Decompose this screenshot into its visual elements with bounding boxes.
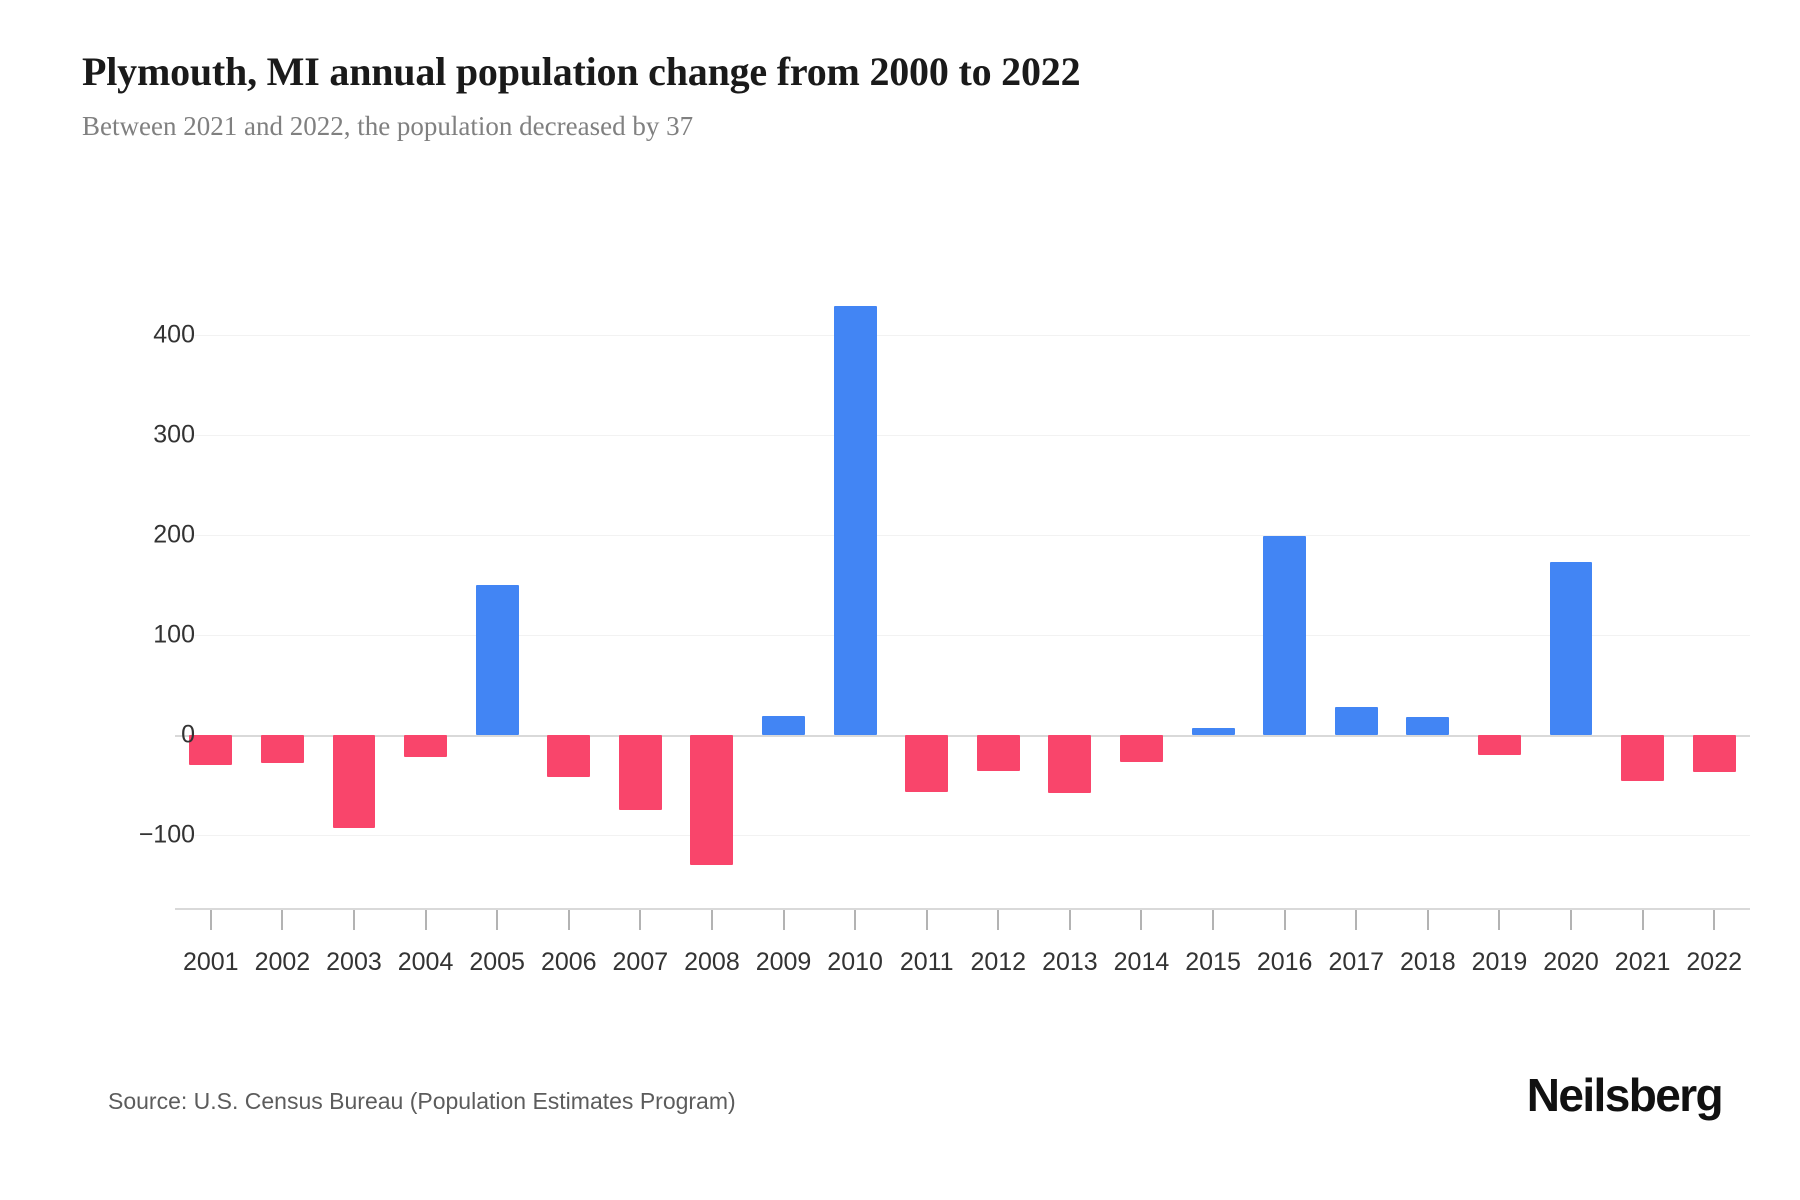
- brand-logo: Neilsberg: [1526, 1069, 1724, 1121]
- x-axis-tick-label-2002: 2002: [254, 948, 311, 976]
- x-axis-tick-label-2021: 2021: [1614, 948, 1671, 976]
- chart-subtitle: Between 2021 and 2022, the population de…: [82, 111, 694, 141]
- bar-2004[interactable]: [404, 735, 448, 757]
- chart-header: Plymouth, MI annual population change fr…: [82, 48, 1722, 144]
- bar-2011[interactable]: [905, 735, 949, 792]
- y-axis-tick-label: 0: [181, 720, 195, 749]
- x-axis-tick-label-2001: 2001: [182, 948, 239, 976]
- zero-baseline: [175, 735, 1750, 737]
- x-axis-tick-mark: [209, 910, 212, 930]
- x-axis-tick-label-2006: 2006: [540, 948, 597, 976]
- bar-2003[interactable]: [332, 735, 376, 828]
- bar-2019[interactable]: [1477, 735, 1521, 755]
- bar-2015[interactable]: [1191, 728, 1235, 735]
- x-axis-tick-label-2009: 2009: [755, 948, 812, 976]
- x-axis-tick-mark: [639, 910, 642, 930]
- x-axis-tick-mark: [1355, 910, 1358, 930]
- x-axis-tick-label-2018: 2018: [1400, 948, 1456, 976]
- x-axis-tick-mark: [281, 910, 284, 930]
- gridline: [175, 535, 1750, 536]
- x-axis-tick-mark: [1140, 910, 1143, 930]
- x-axis-tick-label-2022: 2022: [1686, 948, 1743, 976]
- bar-2001[interactable]: [189, 735, 233, 765]
- x-axis-tick-mark: [1641, 910, 1644, 930]
- x-axis-tick-label-2020: 2020: [1543, 948, 1599, 976]
- bar-2020[interactable]: [1549, 562, 1593, 735]
- y-axis-tick-label: 100: [153, 620, 195, 649]
- source-note: Source: U.S. Census Bureau (Population E…: [108, 1088, 736, 1114]
- x-axis-tick-mark: [1283, 910, 1286, 930]
- x-axis-tick-mark: [925, 910, 928, 930]
- bars-group: [175, 280, 1750, 910]
- bar-2012[interactable]: [976, 735, 1020, 771]
- x-axis-tick-label-2015: 2015: [1185, 948, 1241, 976]
- bar-2017[interactable]: [1334, 707, 1378, 735]
- x-axis-tick-mark: [496, 910, 499, 930]
- bar-2007[interactable]: [618, 735, 662, 810]
- x-axis-tick-label-2008: 2008: [684, 948, 740, 976]
- bar-2010[interactable]: [833, 306, 877, 735]
- x-axis-tick-mark: [1426, 910, 1429, 930]
- x-axis-tick-label-2013: 2013: [1042, 948, 1098, 976]
- gridline: [175, 835, 1750, 836]
- x-axis-tick-label-2004: 2004: [397, 948, 454, 976]
- bar-2021[interactable]: [1621, 735, 1665, 781]
- bar-2009[interactable]: [762, 716, 805, 735]
- y-axis-tick-label: 300: [153, 420, 195, 449]
- x-axis-tick-label-2010: 2010: [827, 948, 883, 976]
- bar-2013[interactable]: [1048, 735, 1092, 793]
- x-axis-tick-mark: [1713, 910, 1716, 930]
- bar-2016[interactable]: [1263, 536, 1307, 735]
- x-axis-tick-mark: [1212, 910, 1215, 930]
- x-axis-tick-label-2003: 2003: [326, 948, 382, 976]
- y-axis-tick-label: −100: [138, 820, 195, 849]
- y-axis-tick-label: 400: [153, 320, 195, 349]
- plot-area: [175, 280, 1750, 910]
- x-axis-tick-label-2016: 2016: [1256, 948, 1313, 976]
- bar-2005[interactable]: [475, 585, 519, 735]
- x-axis-tick-mark: [710, 910, 713, 930]
- bar-2018[interactable]: [1406, 717, 1450, 735]
- x-axis-tick-label-2014: 2014: [1113, 948, 1170, 976]
- bar-2014[interactable]: [1120, 735, 1163, 762]
- x-axis-tick-mark: [1068, 910, 1071, 930]
- gridline: [175, 335, 1750, 336]
- x-axis-tick-label-2012: 2012: [970, 948, 1027, 976]
- x-axis-tick-mark: [854, 910, 857, 930]
- x-axis-tick-mark: [1498, 910, 1501, 930]
- bar-2002[interactable]: [260, 735, 304, 763]
- x-axis-tick-label-2019: 2019: [1471, 948, 1528, 976]
- y-axis-tick-label: 200: [153, 520, 195, 549]
- x-axis-tick-label-2007: 2007: [612, 948, 669, 976]
- page-title: Plymouth, MI annual population change fr…: [82, 49, 1081, 94]
- x-axis-tick-label-2011: 2011: [899, 948, 954, 976]
- gridline: [175, 435, 1750, 436]
- x-axis-tick-mark: [352, 910, 355, 930]
- bar-2022[interactable]: [1692, 735, 1736, 772]
- x-axis-tick-mark: [1570, 910, 1573, 930]
- x-axis-tick-label-2017: 2017: [1328, 948, 1385, 976]
- x-axis-tick-mark: [567, 910, 570, 930]
- bar-2006[interactable]: [547, 735, 591, 777]
- gridline: [175, 635, 1750, 636]
- x-axis-tick-mark: [782, 910, 785, 930]
- bar-2008[interactable]: [690, 735, 734, 865]
- x-axis-tick-mark: [424, 910, 427, 930]
- x-axis-tick-label-2005: 2005: [469, 948, 525, 976]
- x-axis-line: [175, 908, 1750, 910]
- x-axis-tick-mark: [997, 910, 1000, 930]
